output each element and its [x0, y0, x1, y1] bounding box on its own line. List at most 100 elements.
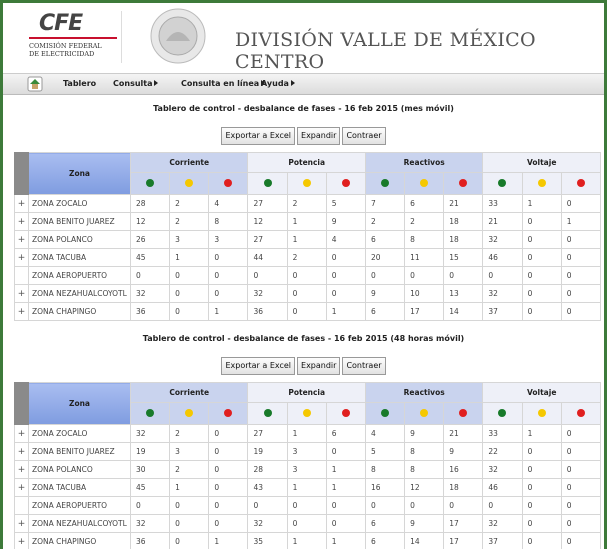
header-row — [15, 172, 602, 195]
count-cell: 0 — [169, 532, 210, 549]
count-cell: 0 — [404, 496, 445, 515]
count-cell: 8 — [404, 442, 445, 461]
expand-toggle[interactable]: + — [14, 302, 29, 321]
expand-toggle[interactable]: + — [14, 284, 29, 303]
count-cell: 14 — [404, 532, 445, 549]
count-cell: 5 — [364, 442, 406, 461]
group-header: Voltaje — [482, 152, 601, 173]
count-cell: 20 — [364, 248, 406, 267]
status-header — [286, 172, 327, 195]
menu-item[interactable]: Consulta en línea — [181, 79, 265, 88]
status-dot — [498, 178, 507, 187]
home-icon[interactable] — [27, 76, 43, 92]
count-cell: 0 — [443, 266, 484, 285]
data-row: + ZONA ZOCALO 28 2 4 27 2 5 7 6 21 33 1 0 — [14, 194, 602, 213]
button[interactable]: Expandir — [297, 127, 341, 145]
group-header: Corriente — [129, 152, 249, 173]
count-cell: 12 — [129, 212, 171, 231]
count-cell: 18 — [443, 478, 484, 497]
count-cell: 12 — [247, 212, 288, 231]
count-cell: 28 — [247, 460, 288, 479]
count-cell: 37 — [482, 302, 523, 321]
status-header — [286, 402, 327, 425]
status-header — [443, 172, 484, 195]
count-cell: 12 — [404, 478, 445, 497]
zona-name: ZONA AEROPUERTO — [28, 496, 131, 515]
data-row: + ZONA TACUBA 45 1 0 44 2 0 20 11 15 46 0 0 — [14, 248, 602, 267]
expand-toggle[interactable]: + — [14, 230, 29, 249]
count-cell: 0 — [325, 514, 366, 533]
button[interactable]: Exportar a Excel — [221, 357, 296, 375]
menu-item[interactable]: Tablero — [63, 79, 97, 88]
status-header — [208, 172, 249, 195]
count-cell: 9 — [443, 442, 484, 461]
count-cell: 0 — [521, 514, 562, 533]
button[interactable]: Expandir — [297, 357, 341, 375]
button[interactable]: Contraer — [342, 127, 386, 145]
count-cell: 0 — [208, 460, 249, 479]
count-cell: 3 — [169, 230, 210, 249]
status-dot — [263, 178, 272, 187]
expand-toggle[interactable]: + — [14, 194, 29, 213]
count-cell: 36 — [247, 302, 288, 321]
data-row: + ZONA BENITO JUAREZ 19 3 0 19 3 0 5 8 9 22 0 0 — [14, 442, 602, 461]
count-cell: 0 — [482, 496, 523, 515]
count-cell: 0 — [521, 266, 562, 285]
count-cell: 7 — [364, 194, 406, 213]
side-cell — [14, 152, 29, 195]
expand-toggle[interactable]: + — [14, 248, 29, 267]
expand-toggle[interactable]: + — [14, 212, 29, 231]
status-header — [247, 402, 288, 425]
zona-name: ZONA CHAPINGO — [28, 532, 131, 549]
expand-toggle[interactable]: + — [14, 424, 29, 443]
expand-toggle[interactable]: + — [14, 478, 29, 497]
count-cell: 2 — [286, 194, 327, 213]
status-dot — [224, 178, 233, 187]
expand-toggle[interactable]: + — [14, 514, 29, 533]
button[interactable]: Contraer — [342, 357, 386, 375]
count-cell: 44 — [247, 248, 288, 267]
expand-toggle[interactable]: + — [14, 460, 29, 479]
count-cell: 0 — [208, 284, 249, 303]
menu-item[interactable]: Ayuda — [261, 79, 295, 88]
count-cell: 1 — [325, 532, 366, 549]
header-row — [15, 402, 602, 425]
count-cell: 2 — [169, 212, 210, 231]
expand-toggle[interactable]: + — [14, 442, 29, 461]
zona-name: ZONA ZOCALO — [28, 424, 131, 443]
count-cell: 1 — [286, 532, 327, 549]
zona-name: ZONA NEZAHUALCOYOTL — [28, 514, 131, 533]
count-cell: 0 — [521, 442, 562, 461]
count-cell: 0 — [364, 496, 406, 515]
status-dot — [537, 408, 546, 417]
count-cell: 8 — [404, 460, 445, 479]
status-header — [208, 402, 249, 425]
status-header — [560, 402, 602, 425]
count-cell: 1 — [286, 212, 327, 231]
emblem — [150, 8, 206, 64]
count-cell: 6 — [364, 230, 406, 249]
status-dot — [263, 408, 272, 417]
status-header — [129, 172, 171, 195]
header: CFE COMISIÓN FEDERAL DE ELECTRICIDAD DIV… — [3, 3, 604, 74]
group-header: Potencia — [247, 152, 366, 173]
count-cell: 0 — [208, 478, 249, 497]
count-cell: 0 — [560, 460, 602, 479]
count-cell: 21 — [443, 424, 484, 443]
zona-name: ZONA POLANCO — [28, 230, 131, 249]
menu-item[interactable]: Consulta — [113, 79, 158, 88]
status-dot — [224, 408, 233, 417]
count-cell: 2 — [404, 212, 445, 231]
count-cell: 18 — [443, 230, 484, 249]
button[interactable]: Exportar a Excel — [221, 127, 296, 145]
count-cell: 2 — [286, 248, 327, 267]
status-header — [443, 402, 484, 425]
zona-name: ZONA CHAPINGO — [28, 302, 131, 321]
count-cell: 33 — [482, 424, 523, 443]
count-cell: 3 — [286, 460, 327, 479]
count-cell: 1 — [286, 230, 327, 249]
count-cell: 27 — [247, 194, 288, 213]
group-header: Corriente — [129, 382, 249, 403]
expand-toggle[interactable]: + — [14, 532, 29, 549]
data-table: Zona Corriente Potencia Reactivos Voltaje + ZO… — [14, 382, 602, 549]
